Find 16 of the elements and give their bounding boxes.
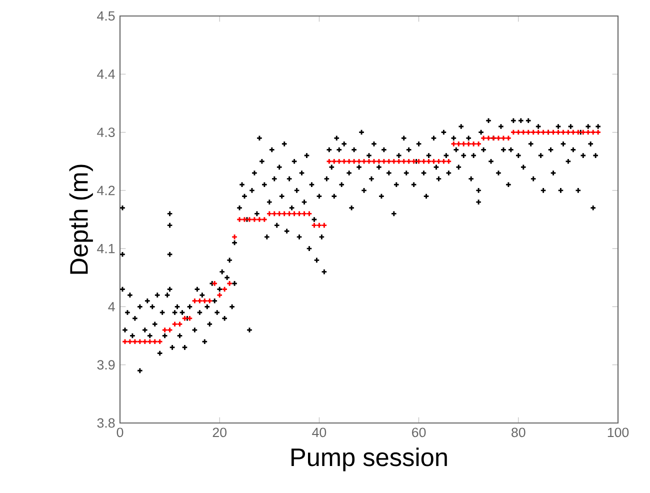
x-tick-label: 0 <box>116 428 124 438</box>
y-tick-label: 4.5 <box>97 11 115 21</box>
x-axis-title: Pump session <box>292 448 447 472</box>
y-tick-label: 3.8 <box>97 418 115 428</box>
y-axis-title: Depth (m) <box>69 164 93 274</box>
x-tick-label: 80 <box>512 428 526 438</box>
x-tick-label: 60 <box>412 428 426 438</box>
x-tick-label: 20 <box>212 428 226 438</box>
y-tick-label: 4.1 <box>97 244 115 254</box>
y-tick-label: 4.3 <box>97 128 115 138</box>
y-tick-label: 4.4 <box>97 70 115 79</box>
y-tick-label: 4 <box>108 302 115 312</box>
y-tick-label: 3.9 <box>97 360 115 370</box>
y-tick-label: 4.2 <box>97 186 115 196</box>
x-tick-label: 40 <box>312 428 326 438</box>
x-tick-label: 100 <box>608 428 629 438</box>
